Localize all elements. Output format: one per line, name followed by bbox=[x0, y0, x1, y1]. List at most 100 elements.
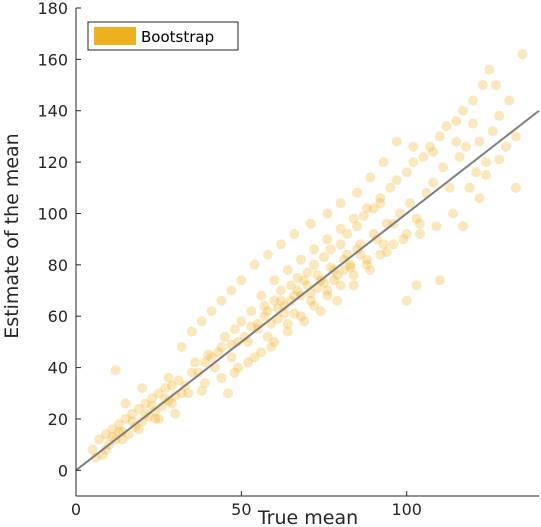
data-point bbox=[163, 396, 174, 406]
data-point bbox=[405, 198, 415, 209]
data-point bbox=[487, 126, 498, 137]
data-point bbox=[312, 270, 323, 281]
data-point bbox=[391, 136, 402, 147]
data-point bbox=[137, 383, 148, 394]
data-point bbox=[200, 378, 210, 388]
data-point bbox=[279, 300, 290, 311]
data-point bbox=[216, 342, 227, 352]
data-point bbox=[269, 336, 280, 347]
data-point bbox=[385, 182, 396, 193]
data-point bbox=[173, 375, 184, 386]
data-point bbox=[408, 141, 419, 152]
data-point bbox=[381, 247, 392, 257]
data-point bbox=[295, 254, 306, 265]
data-point bbox=[335, 239, 346, 250]
data-point bbox=[352, 187, 363, 198]
data-point bbox=[477, 80, 488, 91]
data-point bbox=[467, 118, 478, 129]
data-point bbox=[332, 295, 343, 306]
data-point bbox=[332, 270, 343, 281]
data-point bbox=[481, 157, 492, 168]
data-point bbox=[94, 434, 105, 445]
y-tick-label: 80 bbox=[48, 256, 68, 275]
data-point bbox=[147, 393, 158, 404]
data-point bbox=[117, 426, 128, 437]
data-point bbox=[239, 331, 250, 342]
data-point bbox=[444, 182, 455, 193]
legend-label: Bootstrap bbox=[141, 28, 214, 46]
data-point bbox=[150, 406, 161, 417]
data-point bbox=[391, 175, 402, 186]
data-point bbox=[517, 49, 528, 60]
data-point bbox=[166, 398, 177, 409]
data-point bbox=[150, 413, 161, 424]
data-point bbox=[494, 154, 505, 165]
x-tick-label: 0 bbox=[71, 500, 81, 519]
data-point bbox=[262, 249, 273, 260]
data-point bbox=[226, 352, 237, 363]
data-point bbox=[342, 229, 353, 239]
data-point bbox=[176, 342, 187, 352]
y-axis-title: Estimate of the mean bbox=[1, 133, 23, 338]
data-point bbox=[286, 295, 296, 306]
data-point bbox=[286, 280, 296, 291]
data-point bbox=[428, 146, 439, 157]
data-point bbox=[262, 306, 273, 317]
data-point bbox=[249, 352, 260, 363]
y-tick-label: 120 bbox=[37, 153, 68, 172]
data-point bbox=[378, 157, 389, 168]
data-point bbox=[428, 177, 439, 188]
data-point bbox=[186, 367, 197, 378]
data-point bbox=[362, 254, 372, 265]
data-point bbox=[424, 141, 435, 152]
data-point bbox=[335, 198, 346, 209]
data-point bbox=[276, 239, 286, 250]
data-point bbox=[256, 290, 267, 301]
data-point bbox=[362, 203, 372, 214]
data-point bbox=[474, 193, 485, 204]
data-point bbox=[464, 182, 475, 193]
data-point bbox=[434, 131, 445, 142]
data-point bbox=[411, 213, 422, 224]
data-point bbox=[401, 167, 412, 178]
data-point bbox=[137, 416, 148, 427]
data-point bbox=[269, 295, 280, 306]
data-point bbox=[365, 265, 376, 275]
data-point bbox=[494, 110, 505, 121]
x-tick-label: 50 bbox=[231, 500, 251, 519]
data-point bbox=[114, 419, 124, 430]
data-point bbox=[295, 311, 306, 322]
data-point bbox=[315, 306, 326, 317]
data-point bbox=[246, 306, 257, 317]
y-tick-label: 40 bbox=[48, 359, 68, 378]
data-point bbox=[510, 182, 521, 193]
data-point bbox=[309, 259, 320, 270]
data-point bbox=[329, 275, 339, 286]
data-point bbox=[454, 152, 465, 162]
data-point bbox=[414, 218, 425, 229]
data-point bbox=[133, 424, 144, 435]
data-point bbox=[302, 267, 313, 278]
data-point bbox=[233, 336, 243, 347]
data-point bbox=[226, 285, 237, 296]
axes-layer: 0 20 40 60 80 100 120 140 160 180 0 50 100 bbox=[37, 0, 539, 519]
data-point bbox=[322, 208, 333, 219]
data-point bbox=[441, 121, 452, 132]
data-point bbox=[338, 254, 349, 265]
data-point bbox=[299, 275, 310, 286]
data-point bbox=[471, 167, 482, 178]
data-point bbox=[87, 444, 98, 455]
data-point bbox=[193, 367, 204, 378]
data-point bbox=[322, 290, 333, 301]
data-point bbox=[229, 367, 240, 378]
data-point bbox=[166, 380, 177, 391]
data-point bbox=[401, 229, 412, 239]
data-point bbox=[153, 413, 164, 424]
data-point bbox=[100, 444, 111, 455]
data-point bbox=[335, 223, 346, 234]
data-point bbox=[345, 259, 356, 270]
data-point bbox=[170, 408, 181, 419]
data-point bbox=[216, 295, 227, 306]
data-point bbox=[299, 316, 310, 327]
